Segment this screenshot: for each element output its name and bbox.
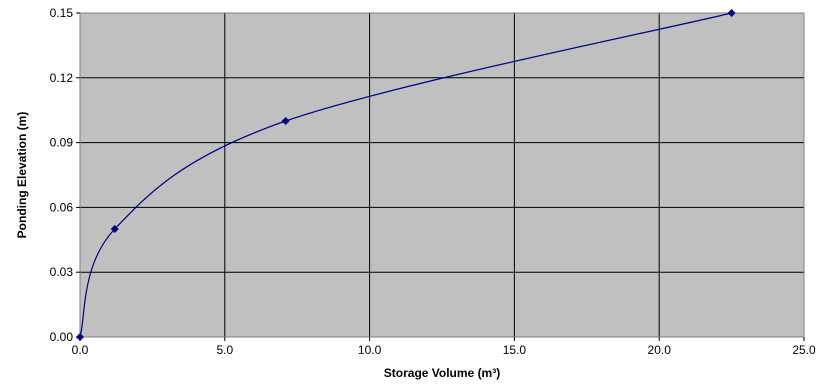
series-line (79, 12, 732, 338)
x-tick-label: 5.0 (216, 343, 233, 357)
data-point (281, 117, 290, 125)
data-point (110, 225, 119, 233)
y-tick-label: 0.09 (50, 136, 74, 150)
gridlines (80, 13, 804, 337)
series-layer (76, 9, 736, 341)
y-axis-title: Ponding Elevation (m) (15, 112, 29, 239)
y-tick-label: 0.06 (50, 200, 74, 214)
x-tick-label: 25.0 (792, 343, 816, 357)
y-tick-label: 0.15 (50, 6, 74, 20)
x-tick-label: 0.0 (72, 343, 89, 357)
y-tick-label: 0.12 (50, 71, 74, 85)
x-tick-label: 10.0 (358, 343, 382, 357)
axis-ticks: 0.0 5.0 10.0 15.0 20.0 25.0 0.00 0.03 0.06 0.09 0.… (50, 6, 816, 357)
plot-frame (79, 12, 805, 338)
data-point (727, 9, 736, 17)
y-tick-label: 0.03 (50, 265, 74, 279)
x-axis-title: Storage Volume (m³) (384, 366, 500, 380)
x-tick-label: 15.0 (503, 343, 527, 357)
x-tick-label: 20.0 (648, 343, 672, 357)
y-tick-label: 0.00 (50, 330, 74, 344)
data-point (76, 333, 84, 341)
plot-area (80, 13, 804, 337)
